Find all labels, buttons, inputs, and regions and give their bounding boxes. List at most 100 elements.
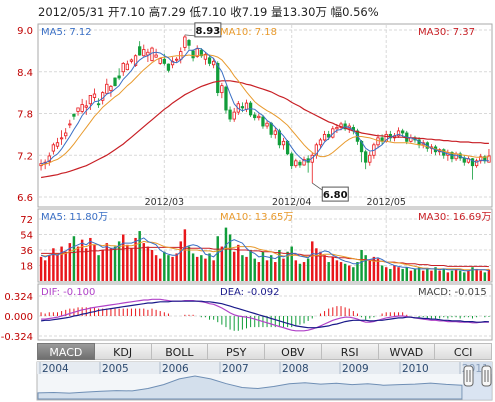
candle-body	[113, 77, 117, 87]
left-handle-grip[interactable]	[463, 365, 474, 387]
candle	[318, 137, 323, 149]
volume-bar	[261, 251, 265, 281]
volume-bar	[97, 255, 100, 281]
tab-boll[interactable]: BOLL	[151, 343, 209, 360]
legend-ma30: MA30: 16.69万	[418, 212, 491, 223]
tab-wvad[interactable]: WVAD	[378, 343, 436, 360]
right-handle-grip[interactable]	[481, 365, 492, 387]
candle-body	[220, 85, 224, 94]
price-ytick-2: 7.8	[17, 110, 33, 121]
candle-body	[474, 160, 479, 167]
header-change-value: 0.56%	[342, 5, 379, 19]
header-change-label: 幅	[331, 5, 343, 19]
header-open-value: 7.10	[119, 5, 145, 19]
header-low-label: 低	[189, 5, 201, 19]
volume-bar	[475, 268, 478, 281]
header-low-value: 7.10	[201, 5, 227, 19]
candle-body	[228, 109, 232, 120]
candle-body	[72, 113, 76, 117]
candle-body	[51, 144, 56, 152]
timeline-year-2005: 2005	[102, 363, 129, 375]
volume-bar	[60, 246, 63, 281]
price-ma30-line	[40, 80, 489, 179]
timeline-right-handle[interactable]	[481, 365, 492, 387]
candle	[125, 60, 129, 71]
candle-body	[470, 158, 475, 167]
volume-bar	[319, 251, 322, 281]
price-ma10-line	[41, 54, 489, 166]
legend-ma5: MA5: 7.12	[41, 27, 92, 38]
volume-bar	[286, 251, 289, 281]
volume-bar	[463, 272, 466, 281]
volume-bar	[372, 256, 376, 281]
tab-obv[interactable]: OBV	[265, 343, 322, 360]
tab-macd[interactable]: MACD	[37, 343, 95, 360]
candle	[203, 52, 208, 65]
volume-bar	[323, 255, 326, 281]
candle	[105, 78, 109, 94]
volume-bar	[364, 255, 367, 281]
macd-dea-line	[41, 300, 489, 329]
volume-bar	[426, 268, 429, 281]
candle-body	[462, 157, 466, 163]
volume-bar	[216, 236, 219, 281]
candle	[154, 48, 158, 58]
candle-body	[335, 127, 339, 130]
volume-bar	[430, 270, 433, 281]
volume-bar	[360, 250, 363, 281]
candle-body	[96, 103, 101, 106]
timeline-area	[37, 375, 463, 400]
candle	[80, 98, 84, 114]
candle-body	[166, 63, 171, 71]
volume-bar	[183, 229, 187, 281]
candle-body	[244, 102, 249, 110]
candle-body	[261, 116, 265, 127]
candle-body	[47, 155, 51, 162]
timeline-year-2006: 2006	[162, 363, 189, 375]
candle	[376, 134, 380, 149]
volume-bar	[158, 258, 162, 281]
candle	[183, 34, 187, 51]
volume-bar	[163, 251, 166, 281]
tab-rsi[interactable]: RSI	[321, 343, 379, 360]
volume-bar	[68, 243, 72, 281]
candle	[220, 82, 224, 99]
candle-body	[154, 54, 158, 58]
volume-bar	[315, 248, 318, 281]
price-panel: 9.0 8.4 7.8 7.2 6.6 2012/03 2012/04 2012/05 8.…	[17, 22, 493, 208]
candle	[175, 57, 179, 63]
timeline-left-handle[interactable]	[463, 365, 474, 387]
header-quote: 2012/05/31 开7.10 高7.29 低7.10 收7.19 量13.3…	[38, 5, 379, 19]
candle	[170, 57, 175, 69]
tab-kdj[interactable]: KDJ	[94, 343, 152, 360]
price-candles	[39, 34, 491, 184]
annotation-pointer	[184, 34, 195, 37]
volume-bar	[171, 256, 174, 281]
volume-bar	[311, 241, 314, 281]
volume-bar	[232, 251, 236, 281]
tab-cci[interactable]: CCI	[435, 343, 492, 360]
timeline-years: 20042005200620072008200920102011	[39, 362, 489, 375]
candle-body	[175, 58, 179, 61]
macd-ytick-0: 0.324	[4, 292, 33, 303]
price-xtick-2: 2012/05	[366, 197, 405, 208]
candle	[47, 152, 51, 166]
macd-panel-frame	[37, 283, 493, 341]
tab-psy[interactable]: PSY	[208, 343, 265, 360]
candle-body	[92, 93, 97, 98]
candle	[138, 41, 142, 56]
volume-bar	[265, 260, 269, 281]
macd-ytick-1: 0.000	[4, 312, 33, 323]
annotation-label: 8.93	[196, 26, 221, 37]
volume-bar	[113, 246, 117, 281]
volume-bar	[298, 263, 302, 281]
annotation-pointer	[312, 182, 323, 191]
timeline-navigator[interactable]: 20042005200620072008200920102011	[36, 361, 493, 401]
candle	[294, 158, 298, 168]
price-ytick-3: 7.2	[17, 151, 33, 162]
candle-body	[80, 104, 84, 112]
candle-body	[68, 123, 72, 126]
volume-bar	[150, 250, 154, 281]
price-ytick-1: 8.4	[17, 68, 33, 79]
candle-body	[322, 133, 327, 141]
